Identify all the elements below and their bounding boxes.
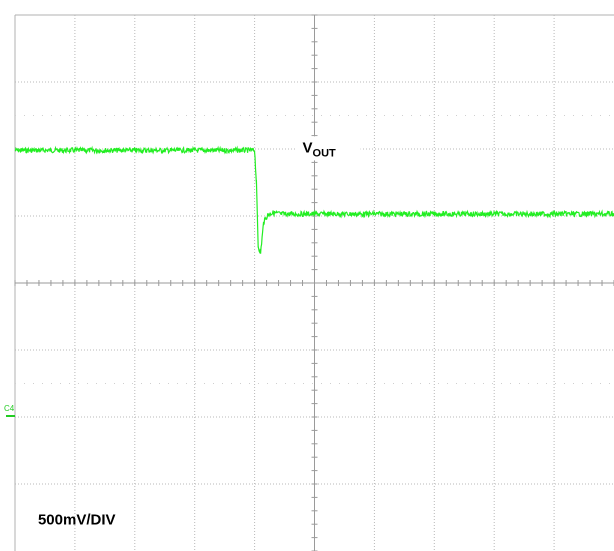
vout-label-background <box>296 136 361 161</box>
channel-marker-label: C4 <box>4 404 15 413</box>
vout-trace <box>14 145 614 254</box>
vertical-scale-label: 500mV/DIV <box>38 511 116 528</box>
vout-label-subscript: OUT <box>313 147 337 159</box>
channel-marker-tick <box>6 415 15 417</box>
vout-label: VOUT <box>303 139 337 159</box>
trace-layer <box>14 145 614 254</box>
channel-marker: C4 <box>4 404 15 417</box>
vout-annotation: VOUT <box>296 136 361 161</box>
vout-label-main: V <box>303 139 313 156</box>
